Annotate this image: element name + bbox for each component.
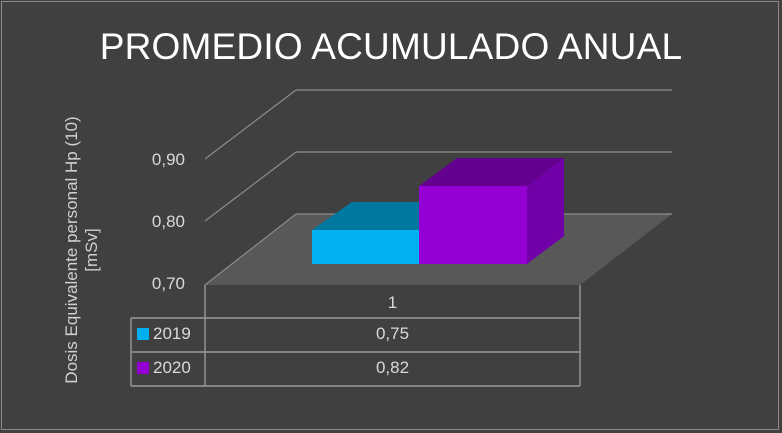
y-tick-0-90: 0,90 xyxy=(151,150,185,169)
value-2019: 0,75 xyxy=(375,324,410,343)
legend-swatch-2020 xyxy=(137,362,149,374)
legend-swatch-2019 xyxy=(137,328,149,340)
legend-label-2019: 2019 xyxy=(153,324,191,343)
bar-2019-front xyxy=(312,230,419,264)
chart-title: PROMEDIO ACUMULADO ANUAL xyxy=(99,26,683,67)
bar-2020[interactable] xyxy=(419,158,564,264)
legend-label-2020: 2020 xyxy=(153,358,191,377)
value-2020: 0,82 xyxy=(375,358,410,377)
bar-2020-top xyxy=(419,158,564,186)
y-tick-0-70: 0,70 xyxy=(151,274,185,293)
data-table-grid xyxy=(130,285,581,387)
category-label: 1 xyxy=(387,293,398,312)
bar-2020-front xyxy=(419,186,527,264)
bar-2020-side xyxy=(527,158,564,264)
y-tick-0-80: 0,80 xyxy=(151,212,185,231)
